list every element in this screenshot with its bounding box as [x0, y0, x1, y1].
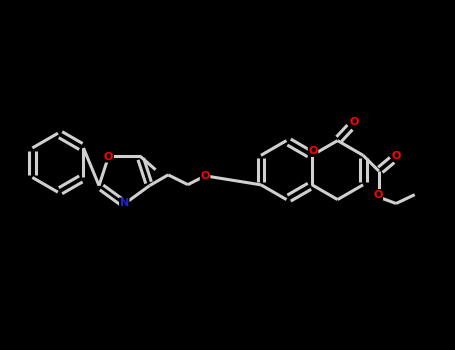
Text: O: O [392, 151, 401, 161]
Text: O: O [373, 190, 383, 200]
Text: O: O [104, 152, 113, 162]
Text: N: N [120, 198, 129, 208]
Text: O: O [200, 171, 210, 181]
Text: O: O [308, 146, 318, 156]
Text: O: O [349, 117, 359, 127]
